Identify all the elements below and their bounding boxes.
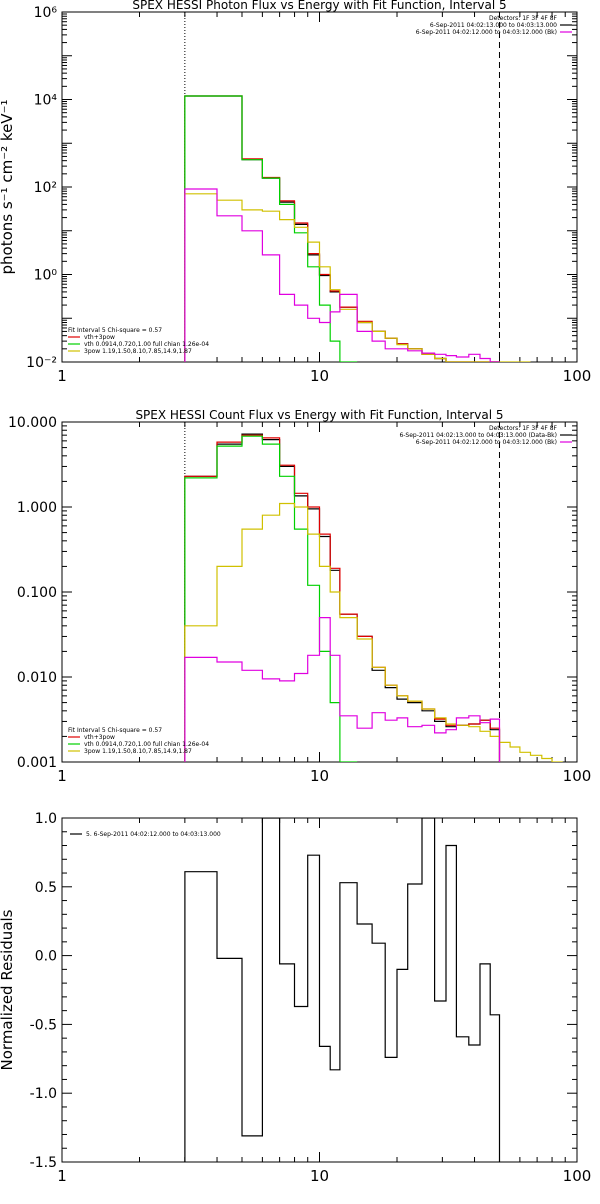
y-tick-label: 0.001 [17, 755, 57, 771]
series-1-line [184, 818, 501, 1162]
y-tick-label: 0.0 [35, 949, 57, 965]
legend-bottom-item: vth+3pow [84, 734, 115, 741]
chart-title: SPEX HESSI Count Flux vs Energy with Fit… [135, 408, 503, 422]
legend-fit-header: Fit Interval 5 Chi-square = 0.57 [68, 727, 162, 734]
panel-1: SPEX HESSI Photon Flux vs Energy with Fi… [0, 0, 591, 385]
x-tick-label: 1 [57, 367, 67, 385]
legend-top-item: 6-Sep-2011 04:02:13.000 to 04:03:13.000 [430, 22, 557, 29]
x-tick-label: 100 [563, 767, 592, 785]
legend-top-item: Detectors: 1F 3F 4F 8F [489, 425, 558, 432]
legend-bottom-item: 3pow 1.19,1.50,8.10,7.85,14.9,1.87 [84, 348, 192, 355]
legend-bottom-item: vth+3pow [84, 334, 115, 341]
y-tick-label: 10⁴ [34, 93, 58, 109]
y-tick-label: 10⁰ [34, 268, 58, 284]
legend-top-item: 5. 6-Sep-2011 04:02:12.000 to 04:03:13.0… [86, 831, 221, 838]
y-tick-label: 0.010 [17, 670, 57, 686]
y-tick-label: 0.5 [35, 880, 57, 896]
y-axis-label: photons s⁻¹ cm⁻² keV⁻¹ [0, 100, 16, 275]
series-4-line [184, 502, 563, 762]
panel-3: 1 10 100 -1.5 -1.0 -0.5 0.0 0.5 1.0 Normalized Re… [0, 811, 591, 1185]
legend-bottom-item: vth 0.0914,0.720,1.00 full chian 1.26e-0… [84, 741, 209, 748]
y-tick-label: 1.0 [35, 811, 57, 827]
series-group [184, 95, 531, 362]
chart-title: SPEX HESSI Photon Flux vs Energy with Fi… [132, 0, 506, 12]
x-tick-label: 100 [563, 1167, 592, 1185]
series-3-line [184, 435, 358, 762]
y-tick-label: -0.5 [30, 1017, 57, 1033]
x-tick-label: 10 [310, 367, 329, 385]
series-3-line [184, 95, 358, 362]
series-group [184, 433, 563, 762]
y-tick-label: 10⁻² [26, 355, 57, 371]
legend-top-item: Detectors: 1F 3F 4F 8F [489, 15, 558, 22]
x-tick-label: 1 [57, 1167, 67, 1185]
series-5-line [184, 188, 500, 362]
x-tick-label: 10 [310, 767, 329, 785]
legend-bottom-item: vth 0.0914,0.720,1.00 full chian 1.26e-0… [84, 341, 209, 348]
panel-2: SPEX HESSI Count Flux vs Energy with Fit… [8, 408, 591, 785]
y-tick-label: 10² [34, 180, 57, 196]
legend-top-item: 6-Sep-2011 04:02:12.000 to 04:03:12.000 … [416, 439, 557, 446]
y-tick-label: 1.000 [17, 500, 57, 516]
y-tick-label: 10⁶ [34, 5, 58, 21]
y-axis-label: Normalized Residuals [0, 909, 16, 1070]
y-tick-label: -1.5 [30, 1155, 57, 1171]
legend-top-item: 6-Sep-2011 04:02:13.000 to 04:03:13.000 … [399, 432, 557, 439]
series-5-line [184, 617, 501, 762]
legend-top-item: 6-Sep-2011 04:02:12.000 to 04:03:12.000 … [416, 29, 557, 36]
series-group [184, 818, 501, 1162]
x-tick-label: 1 [57, 767, 67, 785]
legend-bottom-item: 3pow 1.19,1.50,8.10,7.85,14.9,1.87 [84, 748, 192, 755]
series-4-line [184, 193, 531, 362]
y-tick-label: 0.100 [17, 585, 57, 601]
x-tick-label: 100 [563, 367, 592, 385]
y-tick-label: -1.0 [30, 1086, 57, 1102]
legend-fit-header: Fit Interval 5 Chi-square = 0.57 [68, 327, 162, 334]
y-tick-label: 10.000 [8, 415, 57, 431]
x-tick-label: 10 [310, 1167, 329, 1185]
